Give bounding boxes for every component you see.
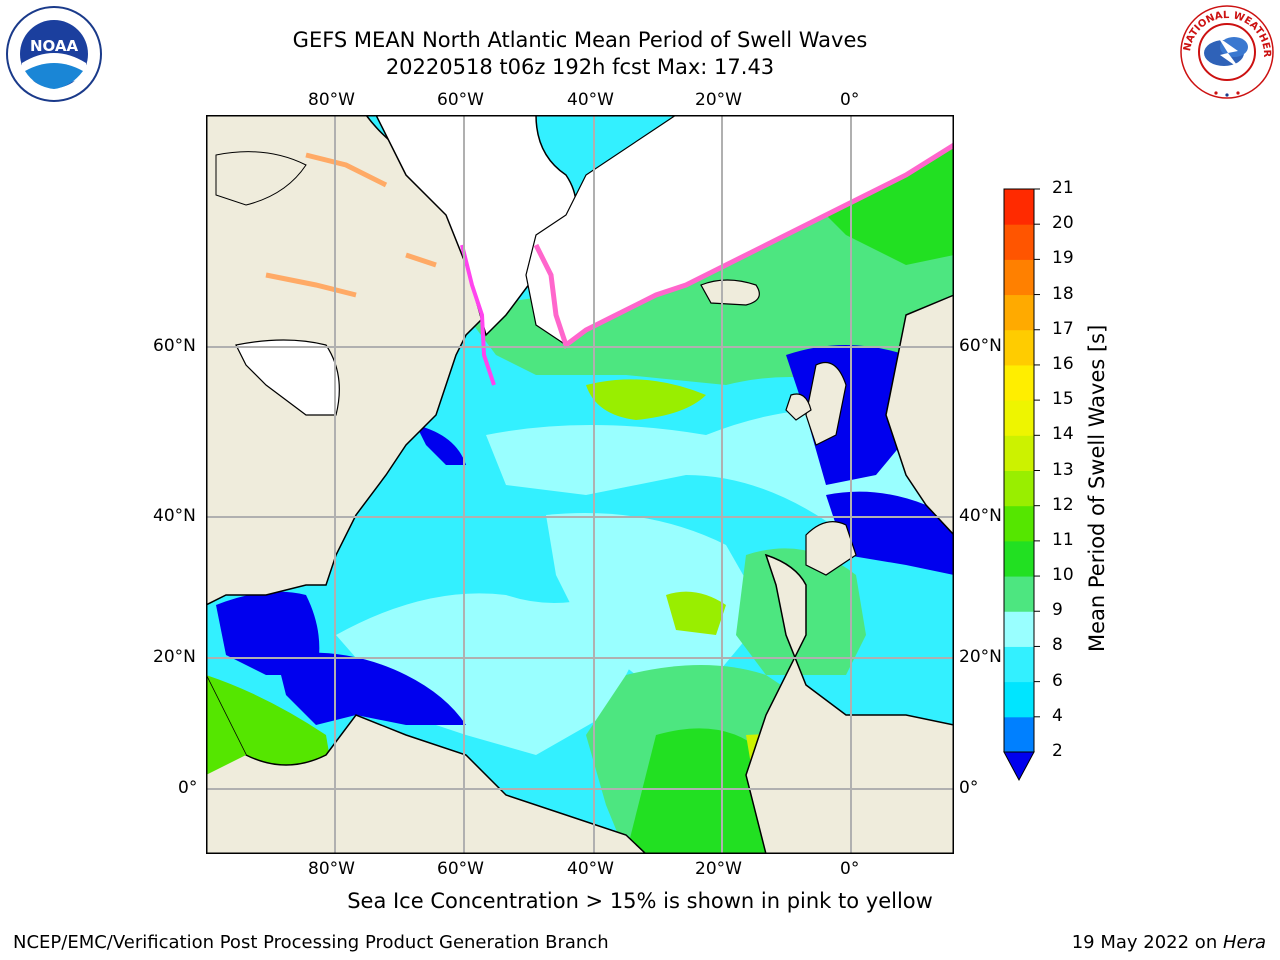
lon-label-bottom-80w: 80°W	[308, 859, 355, 879]
africa-land	[745, 553, 954, 854]
colorbar-segment	[1004, 576, 1034, 612]
colorbar	[1003, 188, 1040, 782]
lon-label-bottom-60w: 60°W	[437, 859, 484, 879]
lat-label-right-60n: 60°N	[959, 336, 1002, 356]
colorbar-tick-label: 10	[1052, 565, 1074, 586]
colorbar-tick-label: 13	[1052, 459, 1074, 480]
lat-label-left-40n: 40°N	[153, 506, 196, 526]
colorbar-segment	[1004, 259, 1034, 296]
colorbar-tick-label: 16	[1052, 353, 1074, 374]
colorbar-title: Mean Period of Swell Waves [s]	[1085, 324, 1109, 652]
svg-text:NOAA: NOAA	[30, 37, 79, 55]
colorbar-tick-label: 8	[1052, 635, 1063, 656]
map-title: GEFS MEAN North Atlantic Mean Period of …	[292, 28, 868, 52]
map-frame	[206, 115, 954, 854]
colorbar-segment	[1004, 611, 1034, 647]
colorbar-tick-label: 11	[1052, 529, 1074, 550]
colorbar-segment	[1004, 294, 1034, 331]
graticule	[206, 115, 954, 854]
arctic-islands	[215, 151, 307, 206]
colorbar-tick-label: 12	[1052, 494, 1074, 515]
hudson-bay	[235, 339, 340, 416]
gulf-of-st-lawrence	[416, 425, 466, 465]
colorbar-tick-label: 18	[1052, 283, 1074, 304]
mediterranean-sea	[826, 491, 954, 575]
greenland	[375, 115, 577, 337]
lon-label-bottom-40w: 40°W	[567, 859, 614, 879]
colorbar-tick-label: 9	[1052, 600, 1063, 621]
field-yellowgreen-north	[586, 379, 706, 420]
iberia-land	[805, 521, 857, 576]
colorbar-segment	[1004, 400, 1034, 436]
field-brightgreen-equator	[626, 728, 766, 854]
lon-label-top-0: 0°	[840, 90, 860, 110]
caribbean-sea	[276, 652, 466, 725]
lon-label-top-20w: 20°W	[695, 90, 742, 110]
footer-date: 19 May 2022 on Hera	[1071, 932, 1266, 953]
colorbar-tick-label: 2	[1052, 741, 1063, 761]
lat-label-left-0: 0°	[178, 778, 198, 798]
map-subtitle: 20220518 t06z 192h fcst Max: 17.43	[385, 55, 775, 79]
colorbar-tick-label: 6	[1052, 670, 1063, 691]
colorbar-segment	[1004, 224, 1034, 260]
field-lightcyan-central	[546, 513, 766, 675]
lon-label-top-60w: 60°W	[437, 90, 484, 110]
lon-label-top-80w: 80°W	[308, 90, 355, 110]
iceland	[700, 279, 760, 306]
nws-logo: NATIONAL WEATHER SERVICE	[1178, 3, 1274, 99]
colorbar-segment	[1004, 646, 1034, 683]
europe-land	[885, 294, 954, 537]
colorbar-tick-label: 17	[1052, 318, 1074, 339]
colorbar-tick-label: 4	[1052, 705, 1063, 726]
footer-machine: Hera	[1222, 932, 1266, 953]
colorbar-extend-arrow	[1003, 751, 1035, 782]
lon-label-bottom-20w: 20°W	[695, 859, 742, 879]
lat-label-right-0: 0°	[959, 778, 979, 798]
colorbar-segment	[1004, 435, 1034, 471]
colorbar-tick-label: 21	[1052, 178, 1074, 198]
lat-label-left-60n: 60°N	[153, 336, 196, 356]
sea-ice-caption: Sea Ice Concentration > 15% is shown in …	[347, 889, 933, 913]
colorbar-tick-label: 15	[1052, 389, 1074, 410]
colorbar-segment	[1004, 716, 1034, 753]
colorbar-tick-label: 19	[1052, 248, 1074, 269]
ireland	[785, 393, 812, 421]
colorbar-segment	[1004, 540, 1034, 577]
great-britain	[805, 361, 847, 446]
colorbar-segment	[1004, 364, 1034, 401]
colorbar-frame	[1003, 188, 1035, 753]
swell-period-map	[206, 115, 954, 854]
colorbar-segment	[1004, 681, 1034, 718]
footer-branch: NCEP/EMC/Verification Post Processing Pr…	[13, 932, 609, 953]
colorbar-segment	[1004, 470, 1034, 507]
colorbar-tick-label: 20	[1052, 213, 1074, 234]
noaa-logo: NOAA	[6, 6, 102, 102]
sea-ice-edge-labrador	[460, 244, 496, 386]
field-yellowgreen-east	[666, 591, 726, 635]
field-green-north	[466, 145, 954, 395]
lat-label-left-20n: 20°N	[153, 647, 196, 667]
colorbar-segment	[1004, 189, 1034, 225]
sea-ice-edge-pink	[533, 142, 954, 350]
sea-ice-arctic-archipelago	[265, 152, 437, 298]
colorbar-segment	[1004, 505, 1034, 542]
lat-label-right-40n: 40°N	[959, 506, 1002, 526]
colorbar-segment	[1004, 329, 1034, 366]
lon-label-bottom-0: 0°	[840, 859, 860, 879]
colorbar-tick-label: 14	[1052, 424, 1074, 445]
pacific-ocean-edge	[206, 675, 246, 775]
lon-label-top-40w: 40°W	[567, 90, 614, 110]
lat-label-right-20n: 20°N	[959, 647, 1002, 667]
